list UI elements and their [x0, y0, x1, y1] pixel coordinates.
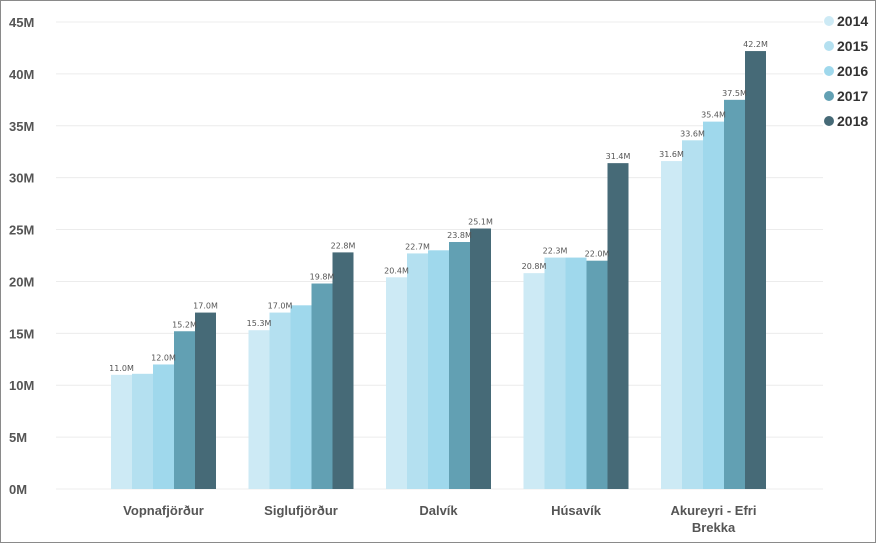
bar[interactable] [290, 305, 312, 489]
legend-item[interactable]: 2017 [824, 88, 868, 104]
bars [111, 51, 766, 490]
bar[interactable] [449, 242, 470, 489]
bar[interactable] [661, 161, 682, 489]
data-label: 15.3M [247, 319, 272, 328]
legend-item[interactable]: 2018 [824, 113, 868, 129]
bar[interactable] [153, 364, 174, 489]
bar[interactable] [586, 260, 608, 489]
legend-item[interactable]: 2014 [824, 13, 868, 29]
bar[interactable] [386, 277, 407, 489]
data-label: 35.4M [701, 111, 726, 120]
legend-marker [824, 91, 834, 101]
y-tick-label: 40M [9, 67, 34, 82]
data-label: 31.6M [659, 150, 684, 159]
legend-marker [824, 66, 834, 76]
bar[interactable] [523, 273, 545, 489]
bar[interactable] [132, 373, 153, 489]
bar[interactable] [195, 312, 216, 489]
y-tick-label: 30M [9, 171, 34, 186]
bar[interactable] [311, 283, 333, 489]
data-label: 22.8M [331, 241, 356, 250]
data-label: 25.1M [468, 218, 493, 227]
legend-marker [824, 116, 834, 126]
bar[interactable] [745, 51, 766, 490]
data-label: 11.0M [109, 364, 134, 373]
x-axis-ticks: Vopnafjörður Siglufjörður Dalvík Húsavík Aku… [123, 503, 756, 535]
x-tick-label: Dalvík [419, 503, 458, 518]
legend[interactable]: 2014 2015 2016 2017 2018 [824, 13, 868, 129]
data-label: 20.8M [522, 262, 547, 271]
data-label: 31.4M [606, 152, 631, 161]
data-label: 22.3M [543, 247, 568, 256]
y-tick-label: 15M [9, 326, 34, 341]
legend-item[interactable]: 2015 [824, 38, 868, 54]
bar[interactable] [111, 374, 132, 489]
legend-item[interactable]: 2016 [824, 63, 868, 79]
legend-label: 2014 [837, 13, 868, 29]
y-tick-label: 35M [9, 119, 34, 134]
bar[interactable] [724, 99, 745, 489]
y-tick-label: 20M [9, 274, 34, 289]
y-tick-label: 5M [9, 430, 27, 445]
y-tick-label: 45M [9, 15, 34, 30]
y-tick-label: 0M [9, 482, 27, 497]
x-tick-label: Siglufjörður [264, 503, 338, 518]
legend-label: 2017 [837, 88, 868, 104]
data-label: 22.7M [405, 242, 430, 251]
bar[interactable] [407, 253, 428, 489]
data-label: 20.4M [384, 266, 409, 275]
legend-marker [824, 16, 834, 26]
bar[interactable] [428, 250, 449, 489]
data-labels: 11.0M 12.0M 15.2M 17.0M 15.3M 17.0M 19.8M 22.8M… [109, 40, 768, 373]
legend-label: 2018 [837, 113, 868, 129]
y-axis-ticks: 0M 5M 10M 15M 20M 25M 30M 35M 40M 45M [9, 15, 34, 497]
bar[interactable] [332, 252, 354, 489]
bar[interactable] [174, 331, 195, 489]
legend-marker [824, 41, 834, 51]
bar[interactable] [470, 228, 491, 490]
bar[interactable] [607, 163, 629, 490]
bar[interactable] [565, 257, 587, 489]
data-label: 33.6M [680, 129, 705, 138]
y-tick-label: 25M [9, 223, 34, 238]
data-label: 23.8M [447, 231, 472, 240]
data-label: 42.2M [743, 40, 768, 49]
data-label: 17.0M [193, 302, 218, 311]
x-tick-label: Húsavík [551, 503, 602, 518]
legend-label: 2016 [837, 63, 868, 79]
bar[interactable] [703, 121, 724, 490]
legend-label: 2015 [837, 38, 868, 54]
bar[interactable] [269, 312, 291, 489]
bar[interactable] [544, 257, 566, 489]
data-label: 12.0M [151, 353, 176, 362]
x-tick-label: Vopnafjörður [123, 503, 204, 518]
data-label: 37.5M [722, 89, 747, 98]
data-label: 17.0M [268, 302, 293, 311]
data-label: 19.8M [310, 273, 335, 282]
data-label: 15.2M [172, 320, 197, 329]
data-label: 22.0M [585, 250, 610, 259]
bar[interactable] [682, 140, 703, 489]
bar[interactable] [248, 330, 270, 489]
x-tick-label: Akureyri - Efri Brekka [671, 503, 757, 535]
y-tick-label: 10M [9, 378, 34, 393]
